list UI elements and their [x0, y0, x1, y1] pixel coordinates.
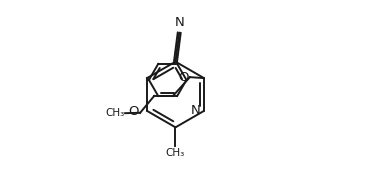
Text: N: N — [174, 16, 184, 29]
Text: N: N — [191, 104, 201, 117]
Text: CH₃: CH₃ — [105, 108, 124, 118]
Text: O: O — [178, 71, 188, 84]
Text: CH₃: CH₃ — [166, 148, 185, 158]
Text: O: O — [128, 105, 139, 118]
